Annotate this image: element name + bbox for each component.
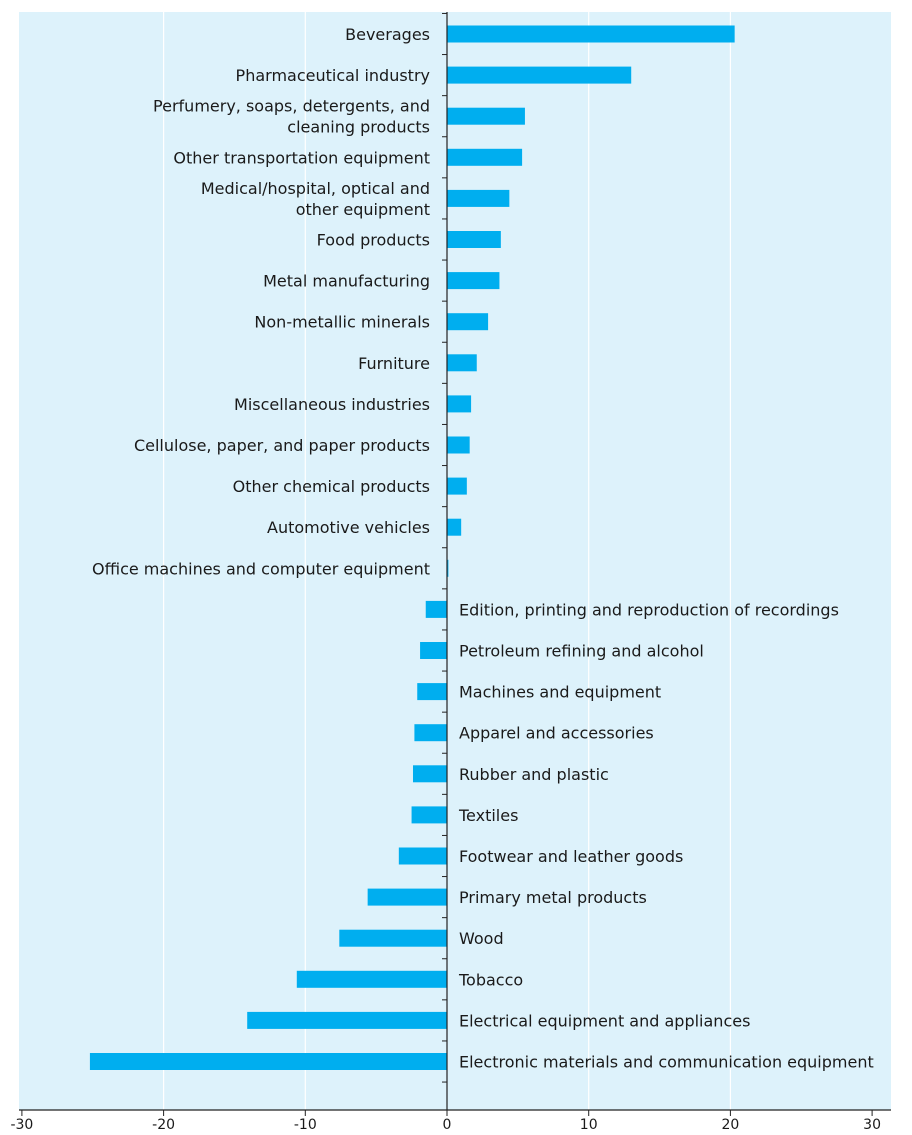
category-label: Tobacco [458, 970, 523, 989]
category-label: Edition, printing and reproduction of re… [459, 600, 839, 619]
bar [425, 600, 447, 618]
bar [447, 518, 462, 536]
bar [414, 724, 447, 742]
category-label: Pharmaceutical industry [236, 66, 430, 85]
category-label: Primary metal products [459, 888, 647, 907]
category-label: Other transportation equipment [173, 148, 430, 167]
category-label: Rubber and plastic [459, 765, 609, 784]
category-label: Automotive vehicles [267, 518, 430, 537]
bar [447, 107, 525, 125]
x-tick-label: 10 [580, 1117, 598, 1131]
bar [412, 765, 447, 783]
category-label: Cellulose, paper, and paper products [134, 436, 430, 455]
bar [447, 231, 501, 248]
bar [398, 847, 447, 865]
category-label: Electrical equipment and appliances [459, 1011, 750, 1030]
category-label: Perfumery, soaps, detergents, and cleanin… [153, 97, 430, 137]
category-label: Apparel and accessories [459, 724, 654, 743]
x-tick-label: -30 [10, 1117, 33, 1131]
category-label: Wood [459, 929, 504, 948]
category-label: Office machines and computer equipment [92, 559, 430, 578]
bar [247, 1011, 447, 1029]
bar [447, 313, 489, 331]
category-label: Textiles [458, 806, 518, 825]
category-label: Furniture [358, 354, 430, 373]
bar [447, 66, 632, 84]
x-tick-label: -20 [152, 1117, 175, 1131]
bar [411, 806, 447, 824]
bar [89, 1053, 447, 1070]
bar [447, 559, 449, 577]
category-label: Machines and equipment [459, 683, 661, 702]
category-label: Petroleum refining and alcohol [459, 642, 704, 661]
category-label: Food products [317, 231, 430, 250]
category-label: Metal manufacturing [263, 272, 430, 291]
bar [447, 189, 510, 207]
bar [447, 354, 477, 372]
bar [447, 148, 523, 166]
category-label: Footwear and leather goods [459, 847, 683, 866]
bar [447, 25, 735, 43]
category-label: Miscellaneous industries [234, 395, 430, 414]
bar [420, 642, 447, 659]
category-label: Non-metallic minerals [254, 313, 430, 332]
bar [339, 929, 447, 947]
bar [447, 477, 467, 495]
bar [447, 395, 472, 413]
x-tick-label: 0 [443, 1117, 452, 1131]
bar [296, 970, 447, 988]
category-label: Other chemical products [233, 477, 430, 496]
category-label: Medical/hospital, optical and other equip… [201, 179, 430, 219]
x-tick-label: 30 [863, 1117, 881, 1131]
bar [447, 436, 470, 454]
bar [417, 683, 447, 701]
x-tick-label: -10 [294, 1117, 317, 1131]
x-tick-label: 20 [721, 1117, 739, 1131]
category-label: Electronic materials and communication e… [459, 1053, 874, 1072]
category-label: Beverages [345, 25, 430, 44]
bar [447, 272, 500, 290]
bar [367, 888, 447, 906]
